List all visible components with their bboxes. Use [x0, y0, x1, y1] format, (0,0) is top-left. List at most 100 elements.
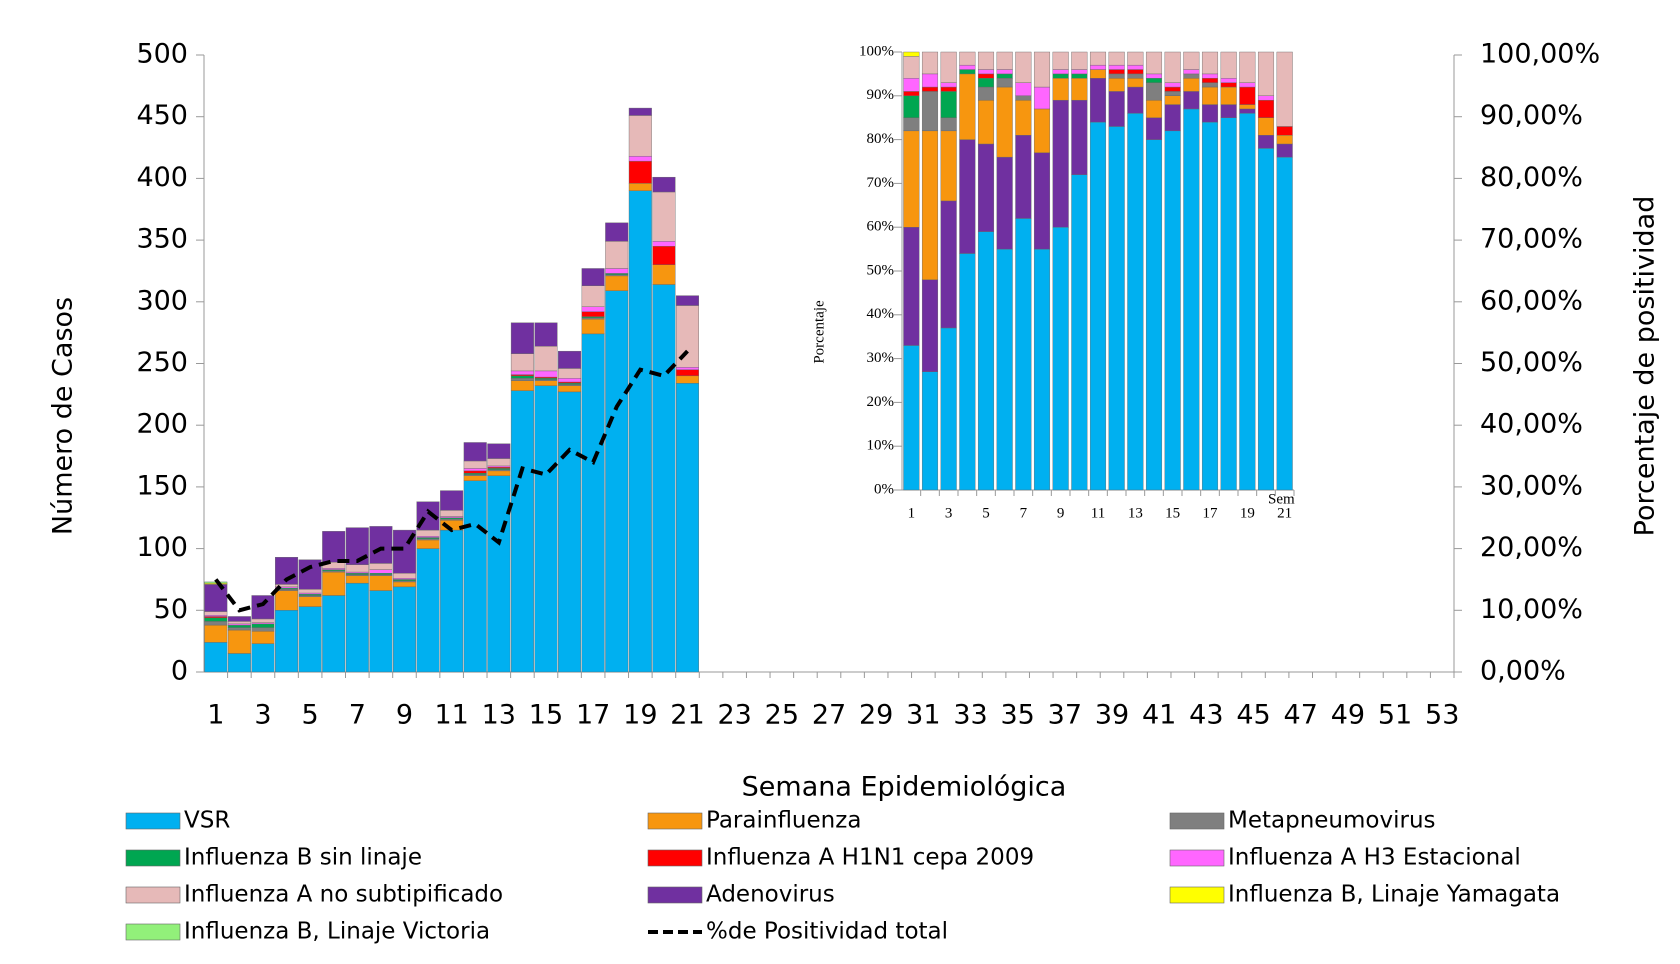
- bar-segment: [959, 64, 976, 70]
- bar-segment: [558, 350, 582, 369]
- bar-segment: [369, 569, 393, 574]
- y-tick-label: 30%: [867, 350, 895, 366]
- bar-segment: [487, 458, 511, 467]
- bar-segment: [1145, 82, 1163, 101]
- bar-segment: [605, 268, 629, 274]
- x-tick-label: 1: [908, 505, 916, 521]
- legend-label: Metapneumovirus: [1228, 808, 1436, 834]
- bar-segment: [628, 190, 652, 673]
- bar-segment: [1145, 99, 1163, 118]
- bar-segment: [605, 222, 629, 242]
- bar-segment: [1164, 95, 1181, 105]
- bar-segment: [977, 86, 995, 101]
- bar-segment: [996, 156, 1013, 250]
- bar-segment: [1164, 86, 1181, 92]
- bar-segment: [903, 91, 920, 96]
- bar-segment: [463, 468, 487, 472]
- y-tick-label: 100%: [859, 43, 894, 59]
- bar-segment: [1239, 86, 1256, 105]
- bar-segment: [534, 385, 558, 673]
- bar-segment: [1220, 117, 1237, 491]
- bar-segment: [416, 539, 440, 549]
- bar-segment: [652, 284, 676, 673]
- bar-segment: [1239, 51, 1256, 83]
- bar-segment: [1183, 78, 1200, 92]
- bar-segment: [345, 564, 369, 573]
- legend-label: Influenza B, Linaje Yamagata: [1228, 882, 1560, 908]
- x-tick-label: 49: [1331, 700, 1365, 731]
- bar-segment: [1164, 104, 1181, 132]
- y-tick-label: 300: [136, 285, 188, 316]
- bar-segment: [921, 371, 939, 491]
- bar-segment: [1127, 51, 1144, 66]
- y-tick-label: 20%: [867, 394, 895, 410]
- bar-segment: [959, 69, 976, 75]
- x-tick-label: 53: [1425, 700, 1459, 731]
- y-tick-label: 10%: [867, 438, 895, 454]
- bar-segment: [275, 590, 299, 611]
- x-tick-label: 9: [1057, 505, 1065, 521]
- y-tick-label: 100: [136, 532, 188, 563]
- bar-segment: [1015, 135, 1032, 219]
- bar-segment: [903, 345, 920, 491]
- bar-segment: [921, 91, 939, 132]
- bar-segment: [1089, 64, 1107, 70]
- bar-segment: [903, 95, 920, 118]
- y-tick-label: 0: [171, 656, 188, 687]
- bar-segment: [959, 253, 976, 491]
- bar-segment: [204, 621, 228, 626]
- y2-tick-label: 10,00%: [1480, 594, 1583, 625]
- bar-segment: [921, 51, 939, 75]
- bar-segment: [369, 590, 393, 673]
- bar-segment: [298, 589, 322, 594]
- bar-segment: [1052, 78, 1069, 101]
- bar-segment: [1257, 51, 1275, 96]
- y2-tick-label: 80,00%: [1480, 162, 1583, 193]
- x-tick-label: 37: [1048, 700, 1082, 731]
- bar-segment: [1015, 82, 1032, 97]
- legend-label: Parainfluenza: [706, 808, 861, 834]
- bar-segment: [1164, 82, 1181, 88]
- y2-tick-label: 90,00%: [1480, 100, 1583, 131]
- bar-segment: [463, 442, 487, 462]
- bar-segment: [1239, 82, 1256, 88]
- x-tick-label: 31: [906, 700, 940, 731]
- bar-segment: [1183, 108, 1200, 491]
- bar-segment: [903, 51, 920, 57]
- bar-segment: [940, 117, 957, 132]
- bar-segment: [1015, 218, 1032, 491]
- bar-segment: [1257, 117, 1275, 136]
- bar-segment: [996, 248, 1013, 491]
- bar-segment: [534, 380, 558, 386]
- bar-segment: [487, 475, 511, 673]
- bar-segment: [605, 241, 629, 269]
- y-tick-label: 80%: [867, 131, 895, 147]
- bar-segment: [463, 475, 487, 481]
- bar-segment: [1015, 95, 1032, 101]
- bar-segment: [1201, 78, 1219, 83]
- bar-segment: [1052, 51, 1069, 70]
- bar-segment: [1033, 51, 1051, 88]
- y2-tick-label: 0,00%: [1480, 656, 1566, 687]
- bar-segment: [463, 460, 487, 469]
- bar-segment: [510, 378, 534, 381]
- bar-segment: [675, 367, 699, 370]
- bar-segment: [534, 370, 558, 378]
- bar-segment: [940, 86, 957, 92]
- bar-segment: [1071, 73, 1088, 79]
- legend-swatch: [1169, 886, 1225, 904]
- x-tick-label: 3: [945, 505, 953, 521]
- bar-segment: [1201, 51, 1219, 75]
- bar-segment: [1108, 73, 1125, 79]
- bar-segment: [1052, 69, 1069, 75]
- bar-segment: [1276, 156, 1293, 491]
- bar-segment: [463, 470, 487, 474]
- x-tick-label: 33: [953, 700, 987, 731]
- bar-segment: [1257, 135, 1275, 149]
- bar-segment: [345, 582, 369, 673]
- bar-segment: [227, 624, 251, 628]
- bar-segment: [628, 160, 652, 184]
- x-tick-label: 39: [1095, 700, 1129, 731]
- bar-segment: [440, 510, 464, 517]
- bar-segment: [1201, 82, 1219, 88]
